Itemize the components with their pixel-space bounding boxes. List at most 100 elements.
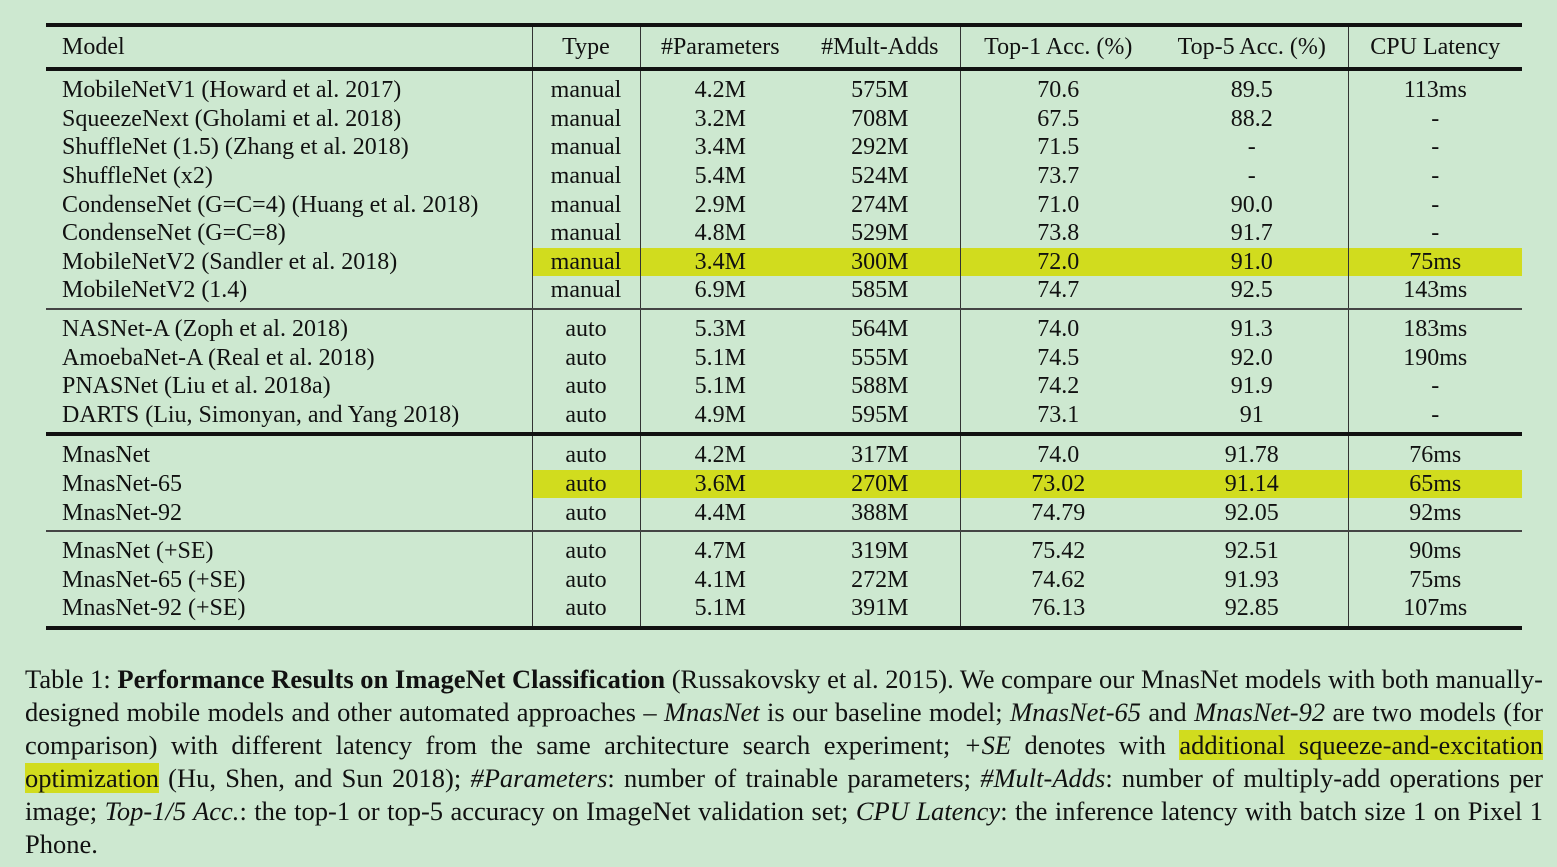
cell-top1: 73.7 bbox=[1037, 163, 1080, 190]
header-top1: Top-1 Acc. (%) bbox=[984, 34, 1133, 60]
cell-parameters: 5.4M bbox=[694, 163, 746, 190]
cell-latency: 65ms bbox=[1348, 469, 1522, 499]
cell-model: AmoebaNet-A (Real et al. 2018) bbox=[46, 343, 533, 372]
cell-model: SqueezeNext (Gholami et al. 2018) bbox=[46, 104, 533, 134]
table-row: SqueezeNext (Gholami et al. 2018) manual 3… bbox=[46, 104, 1522, 134]
cell-parameters: 3.2M bbox=[694, 105, 746, 132]
cell-top5: 90.0 bbox=[1156, 190, 1349, 219]
cell-top5: - bbox=[1156, 161, 1349, 191]
cell-top1: 71.5 bbox=[1037, 134, 1080, 161]
cell-model: MnasNet (+SE) bbox=[46, 530, 533, 566]
cell-model: CondenseNet (G=C=8) bbox=[46, 218, 533, 248]
cell-parameters: 3.4M bbox=[694, 134, 746, 161]
cell-mult-adds: 388M bbox=[800, 498, 961, 531]
cell-latency: - bbox=[1431, 134, 1440, 161]
cell-model: CondenseNet (G=C=4) (Huang et al. 2018) bbox=[46, 190, 533, 219]
cell-top5: 91.0 bbox=[1156, 247, 1349, 277]
caption-term: MnasNet-65 bbox=[1010, 697, 1142, 727]
table-row: MnasNet-65 auto 3.6M 270M 73.02 91.14 65ms bbox=[46, 469, 1522, 499]
cell-latency: - bbox=[1431, 220, 1440, 247]
cell-type: auto bbox=[532, 565, 641, 595]
caption-text: : the inference latency with batch size … bbox=[25, 796, 1543, 859]
table-row: CondenseNet (G=C=4) (Huang et al. 2018) m… bbox=[46, 190, 1522, 219]
cell-type: auto bbox=[532, 498, 641, 531]
cell-model: NASNet-A (Zoph et al. 2018) bbox=[46, 308, 533, 344]
cell-latency: - bbox=[1431, 373, 1440, 400]
cell-mult-adds: 272M bbox=[800, 565, 961, 595]
caption-text: is our baseline model; bbox=[759, 697, 1011, 727]
cell-latency: - bbox=[1431, 163, 1440, 190]
cell-type: auto bbox=[532, 343, 641, 372]
cell-mult-adds: 274M bbox=[800, 190, 961, 219]
cell-top5: 92.05 bbox=[1156, 498, 1349, 531]
caption-text: denotes with bbox=[1011, 730, 1180, 760]
cell-top5: 92.51 bbox=[1156, 530, 1349, 566]
cell-top5: 92.5 bbox=[1156, 276, 1349, 309]
cell-top1: 74.5 bbox=[1037, 344, 1080, 371]
cell-mult-adds: 564M bbox=[800, 308, 961, 344]
cell-type: manual bbox=[532, 69, 641, 105]
cell-mult-adds: 292M bbox=[800, 133, 961, 162]
table-row: MnasNet-92 (+SE) auto 5.1M 391M 76.13 92.85 10… bbox=[46, 594, 1522, 628]
cell-parameters: 4.2M bbox=[694, 442, 746, 469]
cell-top5: 91.14 bbox=[1156, 469, 1349, 499]
results-table: Model Type #Parameters #Mult-Adds Top-1 … bbox=[46, 23, 1522, 630]
cell-latency: 190ms bbox=[1403, 344, 1468, 371]
cell-parameters: 4.2M bbox=[694, 77, 746, 104]
cell-top1: 74.2 bbox=[1037, 373, 1080, 400]
cell-mult-adds: 270M bbox=[800, 469, 961, 499]
cell-latency: 107ms bbox=[1403, 595, 1468, 622]
cell-top1: 75.42 bbox=[1031, 538, 1086, 565]
cell-top1: 73.02 bbox=[960, 469, 1156, 499]
cell-mult-adds: 317M bbox=[800, 434, 961, 470]
table-row: MnasNet-65 (+SE) auto 4.1M 272M 74.62 91.93 75… bbox=[46, 565, 1522, 595]
table-row: MnasNet (+SE) auto 4.7M 319M 75.42 92.51 90ms bbox=[46, 530, 1522, 566]
cell-top1: 74.0 bbox=[1037, 316, 1080, 343]
caption-text: and bbox=[1141, 697, 1195, 727]
header-latency: CPU Latency bbox=[1370, 34, 1501, 60]
table-group: MnasNet (+SE) auto 4.7M 319M 75.42 92.51 90ms M… bbox=[46, 530, 1522, 628]
cell-mult-adds: 524M bbox=[800, 161, 961, 191]
caption-text: : number of multiply-add operations per … bbox=[25, 763, 1543, 826]
table-group: NASNet-A (Zoph et al. 2018) auto 5.3M 564M 7… bbox=[46, 308, 1522, 435]
header-parameters: #Parameters bbox=[660, 34, 780, 60]
caption-term: +SE bbox=[963, 730, 1012, 760]
cell-top5: 91.3 bbox=[1156, 308, 1349, 344]
caption-label: Table 1: bbox=[25, 664, 118, 694]
cell-parameters: 4.1M bbox=[694, 566, 746, 593]
cell-top1: 67.5 bbox=[1037, 105, 1080, 132]
cell-mult-adds: 595M bbox=[800, 400, 961, 435]
cell-top1: 70.6 bbox=[1037, 77, 1080, 104]
header-model: Model bbox=[46, 25, 533, 69]
cell-latency: - bbox=[1431, 401, 1440, 428]
cell-model: ShuffleNet (1.5) (Zhang et al. 2018) bbox=[46, 133, 533, 162]
cell-parameters: 5.1M bbox=[694, 373, 746, 400]
cell-parameters: 2.9M bbox=[694, 191, 746, 218]
cell-parameters: 5.1M bbox=[694, 595, 746, 622]
cell-top1: 71.0 bbox=[1037, 191, 1080, 218]
cell-parameters: 4.4M bbox=[694, 499, 746, 526]
table-caption: Table 1: Performance Results on ImageNet… bbox=[25, 663, 1544, 861]
cell-top5: 91.78 bbox=[1156, 434, 1349, 470]
cell-mult-adds: 575M bbox=[800, 69, 961, 105]
cell-latency: 90ms bbox=[1409, 538, 1462, 565]
cell-latency: - bbox=[1431, 105, 1440, 132]
cell-model: MobileNetV2 (1.4) bbox=[46, 276, 533, 309]
cell-top5: - bbox=[1156, 133, 1349, 162]
cell-parameters: 3.6M bbox=[640, 469, 800, 499]
cell-model: DARTS (Liu, Simonyan, and Yang 2018) bbox=[46, 400, 533, 435]
table-row: MnasNet auto 4.2M 317M 74.0 91.78 76ms bbox=[46, 434, 1522, 470]
cell-model: MnasNet-65 bbox=[46, 469, 533, 499]
cell-mult-adds: 391M bbox=[800, 594, 961, 628]
cell-type: manual bbox=[532, 276, 641, 309]
cell-parameters: 4.8M bbox=[694, 220, 746, 247]
caption-text: : the top-1 or top-5 accuracy on ImageNe… bbox=[239, 796, 856, 826]
cell-top5: 91.7 bbox=[1156, 218, 1349, 248]
cell-type: auto bbox=[532, 469, 641, 499]
cell-type: manual bbox=[532, 247, 641, 277]
cell-latency: 183ms bbox=[1403, 316, 1468, 343]
cell-latency: 113ms bbox=[1403, 77, 1467, 104]
cell-model: MobileNetV1 (Howard et al. 2017) bbox=[46, 69, 533, 105]
cell-mult-adds: 319M bbox=[800, 530, 961, 566]
caption-term: #Parameters bbox=[470, 763, 608, 793]
